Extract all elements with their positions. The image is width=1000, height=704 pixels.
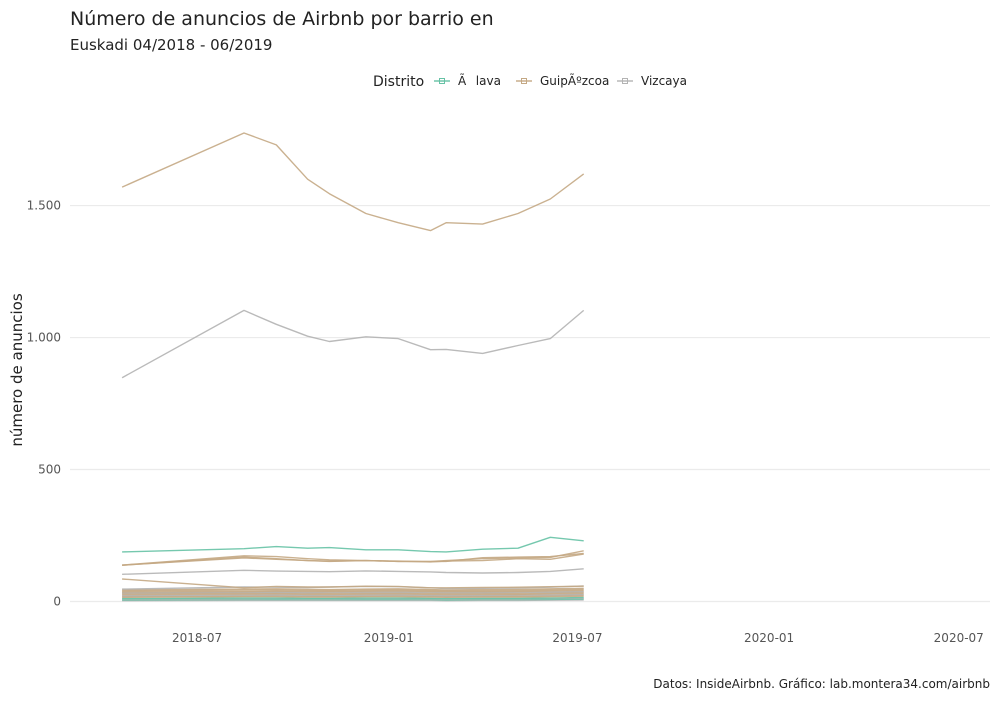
x-tick-label: 2018-07 xyxy=(172,631,222,645)
legend-key-marker xyxy=(439,78,445,84)
series-line-gipuzkoa xyxy=(122,550,584,566)
x-tick-label: 2019-07 xyxy=(552,631,602,645)
chart-subtitle: Euskadi 04/2018 - 06/2019 xyxy=(70,36,272,54)
series-line-gipuzkoa xyxy=(122,595,584,598)
chart-title: Número de anuncios de Airbnb por barrio … xyxy=(70,8,494,30)
legend-title: Distrito xyxy=(373,74,424,90)
x-tick-label: 2020-07 xyxy=(934,631,984,645)
series-line-gipuzkoa xyxy=(121,132,585,232)
caption: Datos: InsideAirbnb. Gráfico: lab.monter… xyxy=(653,677,990,691)
series-line-gipuzkoa xyxy=(122,553,584,566)
legend-label: Vizcaya xyxy=(641,74,687,88)
series-line-alava xyxy=(122,596,584,600)
x-tick-label: 2019-01 xyxy=(364,631,414,645)
legend-item-alava: Ãlava xyxy=(434,73,501,88)
legend: Distrito Ãlava GuipÃºzcoa Vizcaya xyxy=(373,73,687,90)
legend-item-vizcaya: Vizcaya xyxy=(617,74,687,88)
gridlines xyxy=(70,204,990,603)
series-line-vizcaya xyxy=(122,599,584,602)
series-line-gipuzkoa xyxy=(122,588,584,592)
series-line-gipuzkoa xyxy=(122,591,584,595)
series-line-alava xyxy=(122,598,584,601)
series-line-vizcaya xyxy=(121,309,585,379)
legend-key-marker xyxy=(622,78,628,84)
series-line-gipuzkoa xyxy=(122,594,584,598)
series-layer xyxy=(121,132,585,602)
series-line-vizcaya xyxy=(122,568,584,575)
series-line-gipuzkoa xyxy=(122,592,584,596)
x-tick-label: 2020-01 xyxy=(744,631,794,645)
y-tick-label: 500 xyxy=(38,463,61,477)
y-axis-label: número de anuncios xyxy=(8,293,26,446)
legend-label: Ãlava xyxy=(458,73,501,88)
legend-item-gipuzkoa: GuipÃºzcoa xyxy=(516,73,609,88)
series-line-gipuzkoa xyxy=(122,589,584,593)
y-axis: 0 500 1.000 1.500 xyxy=(27,199,61,609)
y-tick-label: 1.000 xyxy=(27,331,61,345)
series-line-alava xyxy=(122,536,584,553)
legend-key-marker xyxy=(521,78,527,84)
x-axis: 2018-07 2019-01 2019-07 2020-01 2020-07 xyxy=(172,631,984,645)
y-tick-label: 1.500 xyxy=(27,199,61,213)
y-tick-label: 0 xyxy=(53,594,61,608)
series-line-gipuzkoa xyxy=(122,587,584,591)
series-line-gipuzkoa xyxy=(122,578,584,589)
legend-label: GuipÃºzcoa xyxy=(540,73,609,88)
